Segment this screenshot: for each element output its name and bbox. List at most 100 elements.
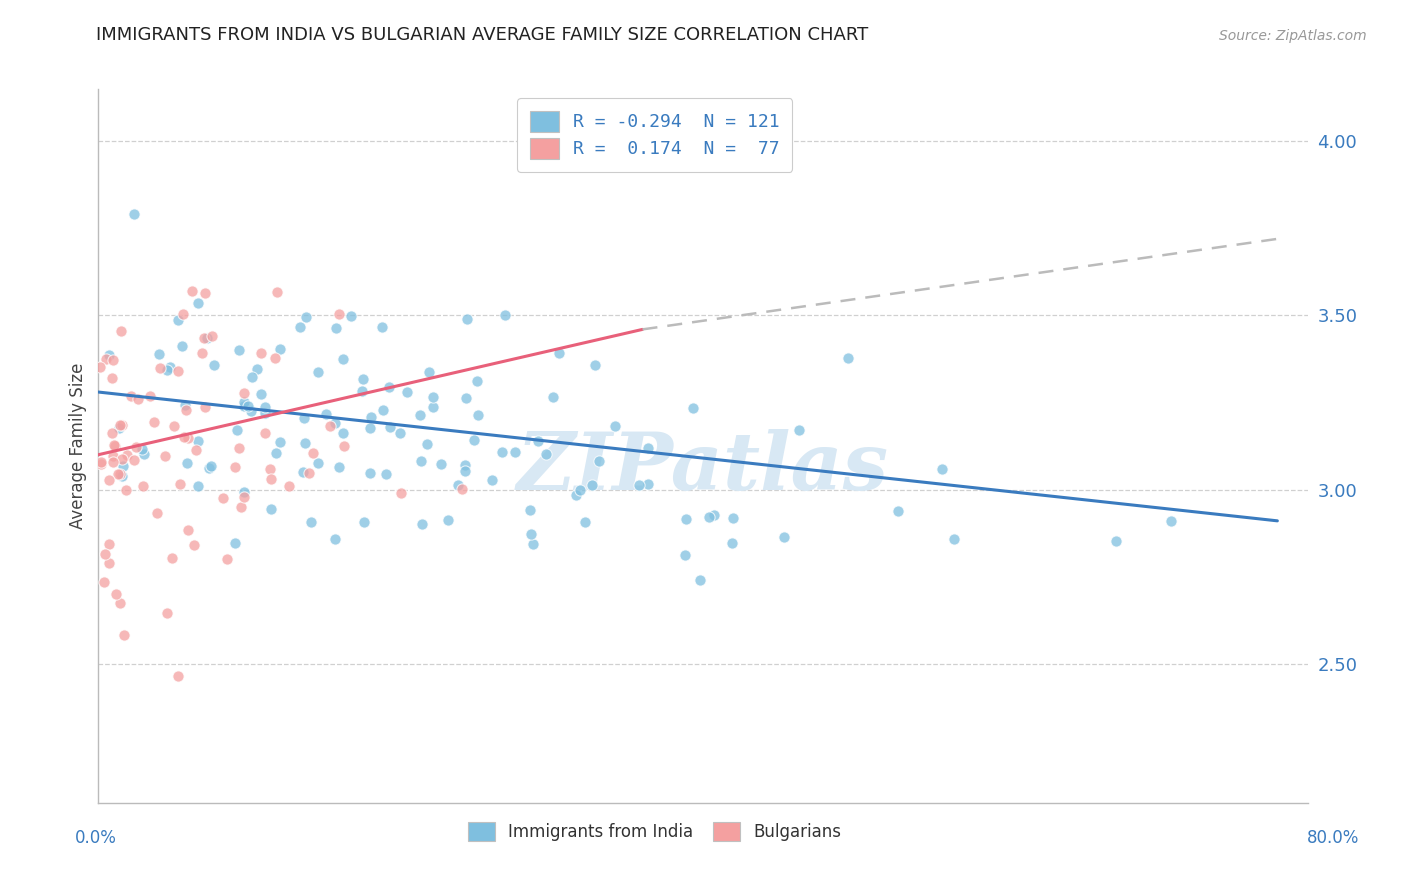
Point xyxy=(125,441,148,455)
Point xyxy=(232,485,254,500)
Point xyxy=(162,419,184,434)
Point xyxy=(456,312,478,326)
Point xyxy=(315,407,337,421)
Point xyxy=(160,551,183,566)
Point xyxy=(422,390,444,404)
Point xyxy=(787,423,810,437)
Point xyxy=(187,478,209,492)
Point xyxy=(120,389,142,403)
Point xyxy=(173,398,195,412)
Point xyxy=(139,389,162,403)
Point xyxy=(359,466,381,480)
Point xyxy=(93,547,115,561)
Point xyxy=(239,403,262,417)
Point xyxy=(581,478,603,492)
Point xyxy=(153,449,176,463)
Point xyxy=(451,483,474,497)
Point xyxy=(353,515,375,529)
Point xyxy=(467,408,489,422)
Point xyxy=(170,339,193,353)
Point xyxy=(264,446,287,460)
Point xyxy=(536,447,558,461)
Point xyxy=(127,392,149,406)
Point xyxy=(298,466,321,480)
Point xyxy=(228,343,250,357)
Point xyxy=(98,473,121,487)
Point xyxy=(101,352,124,367)
Point xyxy=(294,310,316,325)
Point xyxy=(389,485,412,500)
Point xyxy=(887,504,910,518)
Point xyxy=(169,476,191,491)
Point xyxy=(325,321,347,335)
Point xyxy=(108,596,131,610)
Point xyxy=(90,457,112,471)
Point xyxy=(436,513,458,527)
Point xyxy=(447,478,470,492)
Point xyxy=(108,421,131,435)
Point xyxy=(260,502,283,516)
Point xyxy=(409,408,432,422)
Point xyxy=(319,419,342,434)
Point xyxy=(167,364,190,378)
Point xyxy=(264,351,287,366)
Point xyxy=(195,331,218,345)
Point xyxy=(332,352,354,367)
Point xyxy=(111,452,134,467)
Point xyxy=(569,483,592,497)
Point xyxy=(253,426,276,441)
Point xyxy=(323,416,346,430)
Point xyxy=(637,441,659,455)
Point xyxy=(527,434,550,448)
Point xyxy=(132,479,155,493)
Point xyxy=(198,461,221,475)
Point xyxy=(463,433,485,447)
Point xyxy=(105,587,128,601)
Point xyxy=(240,369,263,384)
Point xyxy=(259,461,281,475)
Point xyxy=(328,308,350,322)
Point xyxy=(233,399,256,413)
Point xyxy=(190,346,212,360)
Point xyxy=(176,456,198,470)
Point xyxy=(200,329,222,343)
Point xyxy=(149,360,172,375)
Point xyxy=(253,401,276,415)
Point xyxy=(211,491,233,506)
Point xyxy=(108,418,131,433)
Point xyxy=(269,343,291,357)
Point xyxy=(103,438,125,452)
Point xyxy=(229,500,252,514)
Point xyxy=(682,401,704,415)
Point xyxy=(333,439,356,453)
Point xyxy=(380,420,402,434)
Point xyxy=(494,308,516,322)
Point xyxy=(411,454,433,468)
Point xyxy=(101,426,124,441)
Point xyxy=(132,446,155,460)
Point xyxy=(112,628,135,642)
Point xyxy=(172,307,194,321)
Point xyxy=(359,421,381,435)
Point xyxy=(548,346,571,360)
Point xyxy=(260,473,283,487)
Point xyxy=(699,510,721,524)
Text: 80.0%: 80.0% xyxy=(1306,829,1360,847)
Point xyxy=(122,207,145,221)
Text: IMMIGRANTS FROM INDIA VS BULGARIAN AVERAGE FAMILY SIZE CORRELATION CHART: IMMIGRANTS FROM INDIA VS BULGARIAN AVERA… xyxy=(96,26,868,44)
Point xyxy=(246,361,269,376)
Point xyxy=(375,467,398,482)
Point xyxy=(224,460,246,475)
Point xyxy=(108,467,131,481)
Point xyxy=(328,460,350,475)
Point xyxy=(292,411,315,425)
Point xyxy=(519,503,541,517)
Point xyxy=(115,448,138,462)
Point xyxy=(148,347,170,361)
Point xyxy=(156,363,179,377)
Point xyxy=(228,442,250,456)
Point xyxy=(193,331,215,345)
Point xyxy=(177,431,200,445)
Point xyxy=(266,285,288,299)
Point xyxy=(675,512,697,526)
